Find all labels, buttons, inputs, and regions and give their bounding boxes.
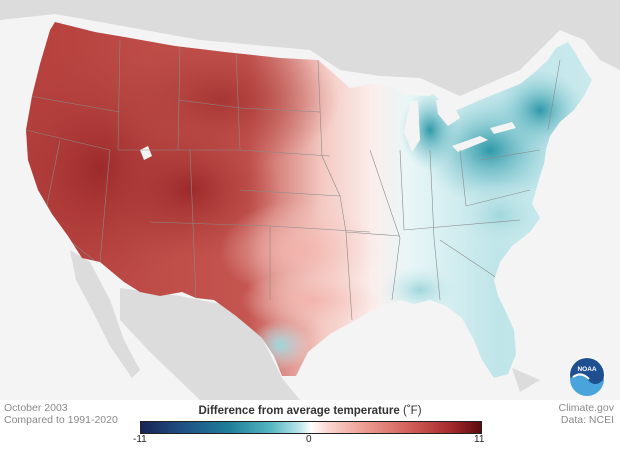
surrounding-land bbox=[0, 0, 620, 400]
legend-title: Difference from average temperature (˚F) bbox=[140, 405, 480, 417]
noaa-logo-text: NOAA bbox=[577, 366, 596, 373]
legend-tick-mid: 0 bbox=[306, 434, 312, 445]
great-lakes bbox=[140, 80, 516, 160]
baseline-label: Compared to 1991-2020 bbox=[4, 414, 118, 426]
temperature-anomaly-map: NOAA bbox=[0, 0, 620, 400]
legend-colorbar bbox=[140, 421, 482, 434]
legend-tick-max: 11 bbox=[474, 434, 485, 445]
credit-source: Climate.gov bbox=[558, 402, 614, 414]
noaa-logo: NOAA bbox=[569, 357, 605, 396]
date-label: October 2003 bbox=[4, 402, 68, 414]
state-boundaries bbox=[26, 39, 561, 321]
credit-data: Data: NCEI bbox=[560, 414, 614, 426]
legend-unit: (˚F) bbox=[403, 405, 422, 417]
legend-title-text: Difference from average temperature bbox=[198, 405, 400, 417]
legend-tick-min: -11 bbox=[133, 434, 147, 445]
